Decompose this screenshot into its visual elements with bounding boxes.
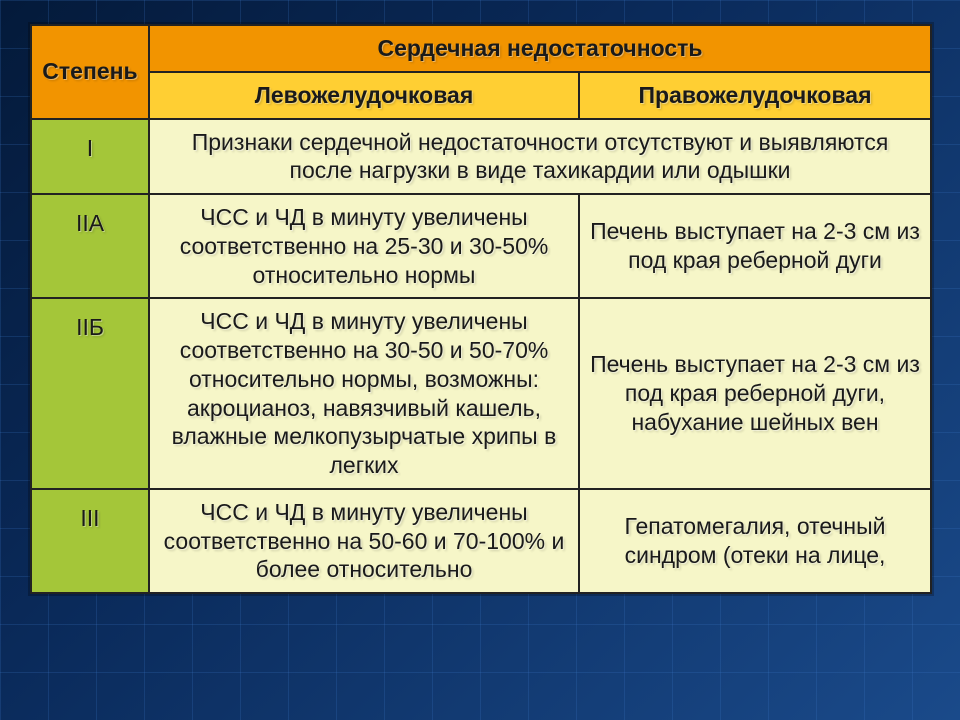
row-right-text: Печень выступает на 2-3 см из под края р… [579, 194, 931, 298]
table-row: III ЧСС и ЧД в минуту увеличены соответс… [31, 489, 931, 593]
header-left-ventricular: Левожелудочковая [149, 72, 579, 119]
row-right-text: Гепатомегалия, отечный синдром (отеки на… [579, 489, 931, 593]
row-right-text: Печень выступает на 2-3 см из под края р… [579, 298, 931, 489]
stage-label: IIА [31, 194, 149, 298]
heart-failure-table: Степень Сердечная недостаточность Левоже… [30, 24, 932, 594]
stage-label: IIБ [31, 298, 149, 489]
header-stage: Степень [31, 25, 149, 119]
row-left-text: ЧСС и ЧД в минуту увеличены соответствен… [149, 194, 579, 298]
table-body: I Признаки сердечной недостаточности отс… [31, 119, 931, 594]
table-header: Степень Сердечная недостаточность Левоже… [31, 25, 931, 119]
row-merged-text: Признаки сердечной недостаточности отсут… [149, 119, 931, 195]
table-row: IIА ЧСС и ЧД в минуту увеличены соответс… [31, 194, 931, 298]
row-left-text: ЧСС и ЧД в минуту увеличены соответствен… [149, 489, 579, 593]
stage-label: I [31, 119, 149, 195]
table-row: IIБ ЧСС и ЧД в минуту увеличены соответс… [31, 298, 931, 489]
slide: Степень Сердечная недостаточность Левоже… [0, 0, 960, 720]
stage-label: III [31, 489, 149, 593]
row-left-text: ЧСС и ЧД в минуту увеличены соответствен… [149, 298, 579, 489]
header-right-ventricular: Правожелудочковая [579, 72, 931, 119]
header-group: Сердечная недостаточность [149, 25, 931, 72]
table-row: I Признаки сердечной недостаточности отс… [31, 119, 931, 195]
